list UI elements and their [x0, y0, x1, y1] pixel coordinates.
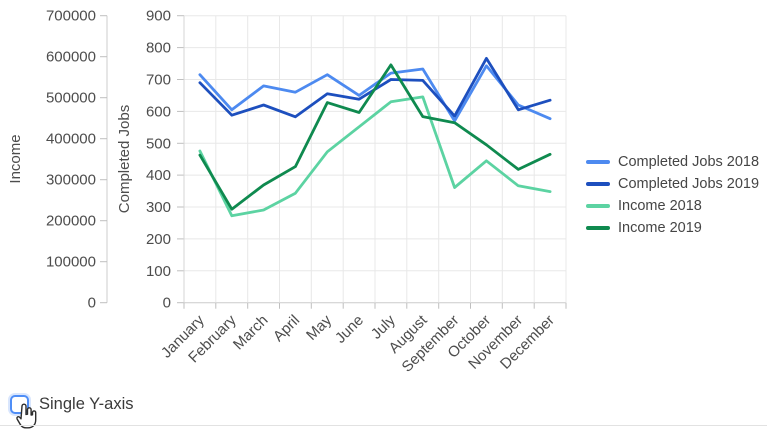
svg-text:100000: 100000	[46, 254, 96, 271]
legend-label: Completed Jobs 2019	[618, 175, 760, 192]
svg-text:May: May	[303, 311, 335, 343]
svg-text:300000: 300000	[46, 172, 96, 189]
legend-item[interactable]: Completed Jobs 2018	[586, 153, 759, 170]
legend-swatch-icon	[586, 181, 610, 186]
legend-swatch-icon	[586, 159, 610, 164]
chart-legend: Completed Jobs 2018 Completed Jobs 2019 In…	[586, 153, 759, 241]
svg-text:Completed Jobs: Completed Jobs	[116, 105, 133, 213]
legend-label: Income 2018	[618, 197, 702, 214]
single-y-axis-checkbox[interactable]	[10, 395, 29, 414]
svg-text:June: June	[332, 312, 367, 347]
single-y-axis-label[interactable]: Single Y-axis	[39, 395, 134, 413]
svg-text:200: 200	[146, 231, 171, 248]
svg-text:100: 100	[146, 263, 171, 280]
legend-swatch-icon	[586, 225, 610, 230]
svg-text:900: 900	[146, 8, 171, 25]
svg-text:March: March	[230, 312, 271, 353]
legend-label: Completed Jobs 2018	[618, 153, 760, 170]
svg-text:400: 400	[146, 167, 171, 184]
svg-text:700: 700	[146, 72, 171, 89]
svg-text:500: 500	[146, 135, 171, 152]
single-y-axis-toggle: Single Y-axis	[10, 395, 133, 414]
svg-text:400000: 400000	[46, 131, 96, 148]
svg-text:800: 800	[146, 40, 171, 57]
svg-text:April: April	[270, 312, 303, 345]
svg-text:500000: 500000	[46, 90, 96, 107]
svg-text:0: 0	[163, 295, 171, 312]
svg-text:Income: Income	[7, 134, 24, 183]
svg-text:200000: 200000	[46, 213, 96, 230]
divider	[0, 425, 767, 426]
legend-label: Income 2019	[618, 219, 702, 236]
legend-item[interactable]: Income 2019	[586, 219, 759, 236]
legend-swatch-icon	[586, 203, 610, 208]
svg-text:700000: 700000	[46, 8, 96, 25]
legend-item[interactable]: Completed Jobs 2019	[586, 175, 759, 192]
svg-text:0: 0	[88, 295, 96, 312]
legend-item[interactable]: Income 2018	[586, 197, 759, 214]
svg-text:600000: 600000	[46, 49, 96, 66]
svg-text:600: 600	[146, 103, 171, 120]
svg-text:300: 300	[146, 199, 171, 216]
